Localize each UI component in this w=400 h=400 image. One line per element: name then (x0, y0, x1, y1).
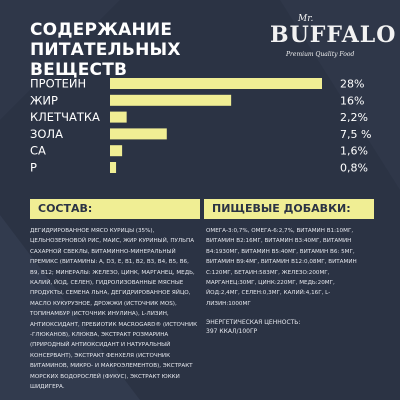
bar (110, 128, 167, 140)
category-label: ЗОЛА (30, 127, 63, 141)
category-label: ПРОТЕИН (30, 77, 86, 91)
category-label: КЛЕТЧАТКА (30, 110, 100, 124)
value-label: 0,8% (340, 162, 368, 175)
value-label: 7,5 % (340, 128, 371, 141)
nutrient-bar-chart: ПРОТЕИН 28% ЖИР 16% КЛЕТЧАТКА 2,2% ЗОЛА 7,5 % СА… (30, 77, 371, 175)
value-label: 28% (340, 78, 364, 91)
bar (110, 94, 232, 106)
page-title: СОДЕРЖАНИЕ ПИТАТЕЛЬНЫХ ВЕЩЕСТВ (30, 20, 280, 80)
bar (110, 111, 127, 123)
logo-prefix: Mr. (298, 14, 314, 24)
energy-label: ЭНЕРГЕТИЧЕСКАЯ ЦЕННОСТЬ: (206, 319, 301, 326)
title-line-2: ПИТАТЕЛЬНЫХ ВЕЩЕСТВ (30, 40, 181, 80)
category-label: ЖИР (30, 93, 58, 107)
bar (110, 145, 123, 157)
additives-heading: ПИЩЕВЫЕ ДОБАВКИ: (204, 199, 374, 219)
additives-text: ОМЕГА-3:0,7%, ОМЕГА-6:2,7%, ВИТАМИН В1:1… (206, 228, 357, 307)
value-label: 1,6% (340, 145, 368, 158)
value-label: 16% (340, 94, 364, 107)
energy-value: 397 ККАЛ/100ГР (206, 328, 258, 335)
logo-tagline: Premium Quality Food (286, 51, 355, 58)
logo-brand: BUFFALO (270, 22, 397, 48)
category-label: Р (30, 161, 37, 175)
composition-heading: СОСТАВ: (30, 199, 200, 219)
brand-logo: Mr. BUFFALO Premium Quality Food (268, 14, 395, 76)
energy-value-block: ЭНЕРГЕТИЧЕСКАЯ ЦЕННОСТЬ: 397 ККАЛ/100ГР (206, 318, 366, 336)
title-line-1: СОДЕРЖАНИЕ (30, 20, 173, 40)
composition-text: ДЕГИДРИРОВАННОЕ МЯСО КУРИЦЫ (35%), ЦЕЛЬН… (30, 228, 198, 391)
value-label: 2,2% (340, 111, 368, 124)
bar (110, 162, 117, 173)
category-label: СА (30, 144, 46, 158)
bar (110, 78, 322, 89)
nutrient-chart: ПРОТЕИН 28% ЖИР 16% КЛЕТЧАТКА 2,2% ЗОЛА 7,5 % СА… (0, 76, 400, 186)
